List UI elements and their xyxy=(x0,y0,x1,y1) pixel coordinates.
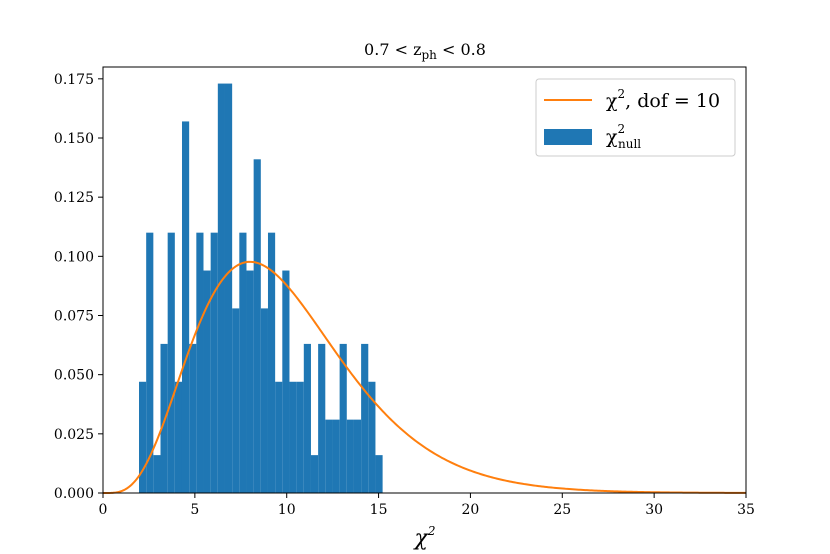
histogram-bar xyxy=(375,455,383,493)
histogram-bar xyxy=(189,343,197,493)
histogram-bar xyxy=(318,343,326,493)
histogram-bar xyxy=(332,419,340,493)
histogram-bar xyxy=(203,270,211,493)
histogram-bar xyxy=(224,83,233,494)
legend-label-hist-sup: 2 xyxy=(618,122,626,136)
histogram-bar xyxy=(146,232,154,493)
histogram-bar xyxy=(303,343,311,493)
x-tick-label: 25 xyxy=(553,502,571,518)
legend-label-hist: χ2 null xyxy=(606,122,641,151)
y-tick-label: 0.025 xyxy=(54,427,94,443)
histogram-bar xyxy=(196,232,204,493)
y-axis: 0.000 0.025 0.050 0.075 0.100 0.125 0.150 0.175 xyxy=(54,72,103,502)
histogram-bar xyxy=(181,121,190,493)
y-tick-label: 0.150 xyxy=(54,131,94,147)
histogram-bar xyxy=(346,419,354,493)
x-tick-label: 10 xyxy=(278,502,296,518)
histogram-bar xyxy=(232,308,240,493)
y-tick-label: 0.000 xyxy=(54,486,94,502)
x-tick-label: 5 xyxy=(190,502,199,518)
x-tick-label: 30 xyxy=(645,502,663,518)
legend-bar-swatch xyxy=(544,129,592,145)
x-axis: 0 5 10 15 20 25 30 35 xyxy=(99,493,755,518)
x-axis-label-sup: 2 xyxy=(427,524,436,538)
y-tick-label: 0.100 xyxy=(54,249,94,265)
y-tick-label: 0.175 xyxy=(54,72,94,88)
chart-title-tail: < 0.8 xyxy=(437,40,486,59)
y-tick-label: 0.075 xyxy=(54,309,94,325)
histogram-bar xyxy=(153,455,161,493)
histogram-bar xyxy=(282,270,290,493)
histogram-bar xyxy=(289,381,297,493)
histogram-bar xyxy=(267,232,276,493)
histogram-bar xyxy=(246,270,254,493)
legend-label-curve: χ2, dof = 10 xyxy=(606,87,720,112)
histogram-bar xyxy=(368,381,376,493)
histogram-bar xyxy=(361,343,369,493)
chart-title-main: 0.7 < z xyxy=(364,40,421,59)
histogram-bar xyxy=(339,343,347,493)
histogram-bar xyxy=(353,419,362,493)
y-tick-label: 0.050 xyxy=(54,368,94,384)
y-tick-label: 0.125 xyxy=(54,190,94,206)
chart-title: 0.7 < zph < 0.8 xyxy=(364,40,486,62)
histogram-bar xyxy=(239,232,247,493)
x-tick-label: 35 xyxy=(737,502,755,518)
histogram-bar xyxy=(260,308,268,493)
legend-label-hist-sub: null xyxy=(618,137,641,151)
histogram-bar xyxy=(253,159,261,494)
x-tick-label: 15 xyxy=(370,502,388,518)
histogram-bar xyxy=(167,232,175,493)
histogram-bar xyxy=(217,83,225,494)
legend: χ2, dof = 10 χ2 null xyxy=(535,78,736,157)
histogram-bar xyxy=(174,381,182,493)
x-axis-label-main: χ xyxy=(413,526,430,551)
histogram-bar xyxy=(275,381,283,493)
chart-title-sub: ph xyxy=(422,48,438,62)
legend-label-curve-sup: 2 xyxy=(618,87,626,101)
chi2-curve xyxy=(103,260,746,494)
x-axis-label: χ2 xyxy=(413,524,436,551)
histogram-bar xyxy=(325,419,333,493)
histogram-bar xyxy=(310,455,319,493)
histogram-bar xyxy=(139,381,147,493)
x-tick-label: 20 xyxy=(462,502,480,518)
histogram-bar xyxy=(160,343,168,493)
legend-label-curve-main: χ xyxy=(606,90,618,112)
x-tick-label: 0 xyxy=(99,502,108,518)
histogram-bar xyxy=(296,381,304,493)
plot-frame xyxy=(102,66,747,494)
legend-label-hist-main: χ xyxy=(606,126,618,148)
histogram-bars xyxy=(139,83,383,494)
histogram-bar xyxy=(210,232,218,493)
legend-label-curve-tail: , dof = 10 xyxy=(625,90,720,112)
